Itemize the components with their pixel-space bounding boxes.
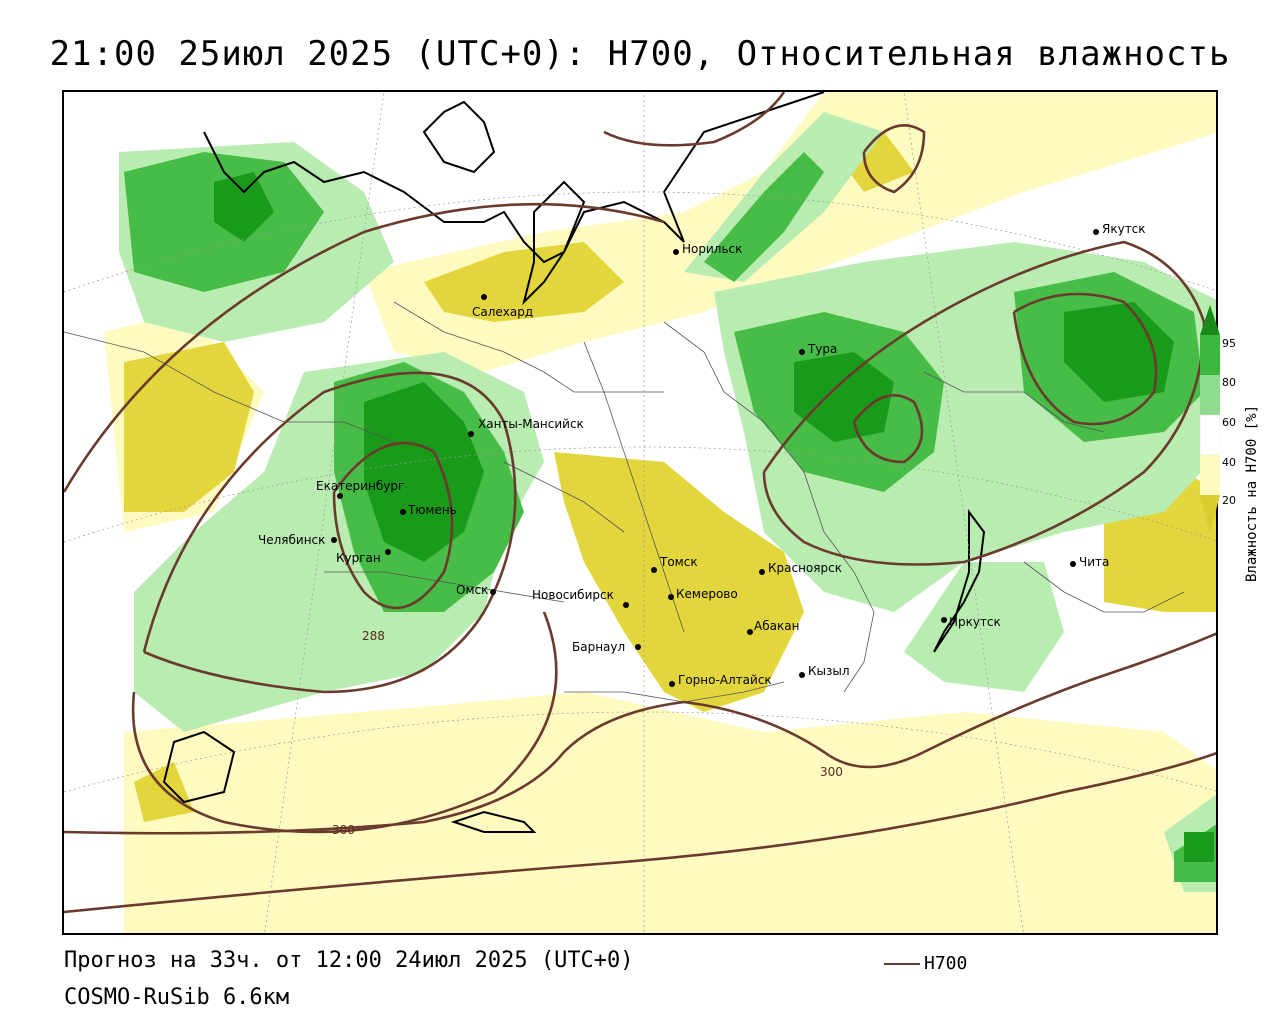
svg-text:Горно-Алтайск: Горно-Алтайск (678, 673, 772, 687)
svg-text:Челябинск: Челябинск (258, 533, 325, 547)
city-yakutsk[interactable]: Якутск (1093, 222, 1146, 236)
city-chita[interactable]: Чита (1070, 555, 1109, 569)
contour-label: 300 (820, 765, 843, 779)
city-kurgan[interactable]: Курган (336, 549, 391, 565)
svg-text:Барнаул: Барнаул (572, 640, 625, 654)
h700-legend: H700 (884, 953, 967, 974)
city-yekaterinburg[interactable]: Екатеринбург (316, 479, 404, 499)
city-gorno-altaysk[interactable]: Горно-Алтайск (669, 673, 772, 687)
coastline (162, 92, 986, 833)
colorbar-segment (1200, 414, 1220, 456)
colorbar-bottom-arrow (1200, 495, 1220, 533)
h700-legend-label: H700 (924, 953, 968, 974)
forecast-info: Прогноз на 33ч. от 12:00 24июл 2025 (UTC… (64, 948, 634, 973)
very-dry-areas (124, 132, 1216, 822)
colorbar-segment (1200, 455, 1220, 495)
contour-labels: 288 300 300 (332, 629, 843, 837)
saturated-areas (214, 172, 1214, 862)
city-kemerovo[interactable]: Кемерово (668, 587, 738, 601)
svg-text:Новосибирск: Новосибирск (532, 588, 614, 602)
city-kyzyl[interactable]: Кызыл (799, 664, 850, 678)
city-chelyabinsk[interactable]: Челябинск (258, 533, 337, 547)
svg-text:Норильск: Норильск (682, 242, 742, 256)
colorbar-tick: 60 (1222, 416, 1236, 429)
svg-text:Якутск: Якутск (1102, 222, 1146, 236)
svg-text:Томск: Томск (659, 555, 698, 569)
svg-text:Салехард: Салехард (472, 305, 533, 319)
city-tura[interactable]: Тура (799, 342, 837, 356)
svg-text:Тюмень: Тюмень (407, 503, 457, 517)
colorbar-tick: 40 (1222, 456, 1236, 469)
city-omsk[interactable]: Омск (456, 583, 496, 597)
city-novosibirsk[interactable]: Новосибирск (532, 588, 629, 608)
svg-text:Екатеринбург: Екатеринбург (316, 479, 404, 493)
colorbar-title: Влажность на H700 [%] (1244, 405, 1260, 582)
colorbar-tick: 80 (1222, 376, 1236, 389)
colorbar-segment (1200, 335, 1220, 375)
colorbar-tick: 95 (1222, 337, 1236, 350)
svg-text:Тура: Тура (807, 342, 837, 356)
svg-text:Кызыл: Кызыл (808, 664, 850, 678)
humidity-colorbar (1200, 305, 1220, 533)
city-norilsk[interactable]: Норильск (673, 242, 742, 256)
svg-text:Иркутск: Иркутск (949, 615, 1001, 629)
h700-contours (64, 92, 1216, 914)
h700-legend-line (884, 963, 920, 965)
svg-text:Омск: Омск (456, 583, 488, 597)
admin-borders (64, 301, 1185, 703)
model-info: COSMO-RuSib 6.6км (64, 985, 290, 1010)
contour-label: 288 (362, 629, 385, 643)
svg-text:Абакан: Абакан (754, 619, 799, 633)
svg-text:Влажность на H700 [%]: Влажность на H700 [%] (1244, 405, 1260, 582)
map-panel[interactable]: 288 300 300 Якутск Норильск Салехард Тур… (62, 90, 1218, 935)
city-khanty-mansiysk[interactable]: Ханты-Мансийск (468, 417, 584, 437)
city-tomsk[interactable]: Томск (651, 555, 698, 573)
colorbar-segment (1200, 375, 1220, 415)
colorbar-top-arrow (1200, 305, 1220, 335)
humidity-map: 288 300 300 Якутск Норильск Салехард Тур… (64, 92, 1216, 933)
map-title: 21:00 25июл 2025 (UTC+0): H700, Относите… (49, 34, 1231, 74)
colorbar-tick: 20 (1222, 494, 1236, 507)
cities: Якутск Норильск Салехард Тура Ханты-Манс… (258, 222, 1146, 687)
svg-text:Чита: Чита (1079, 555, 1109, 569)
svg-text:Курган: Курган (336, 551, 381, 565)
city-salekhard[interactable]: Салехард (472, 294, 533, 319)
city-tyumen[interactable]: Тюмень (400, 503, 457, 517)
city-barnaul[interactable]: Барнаул (572, 640, 641, 654)
city-abakan[interactable]: Абакан (747, 619, 799, 635)
city-irkutsk[interactable]: Иркутск (941, 615, 1001, 629)
svg-text:Красноярск: Красноярск (768, 561, 842, 575)
svg-text:Ханты-Мансийск: Ханты-Мансийск (478, 417, 584, 431)
contour-label: 300 (332, 823, 355, 837)
city-krasnoyarsk[interactable]: Красноярск (759, 561, 842, 575)
svg-text:Кемерово: Кемерово (676, 587, 738, 601)
